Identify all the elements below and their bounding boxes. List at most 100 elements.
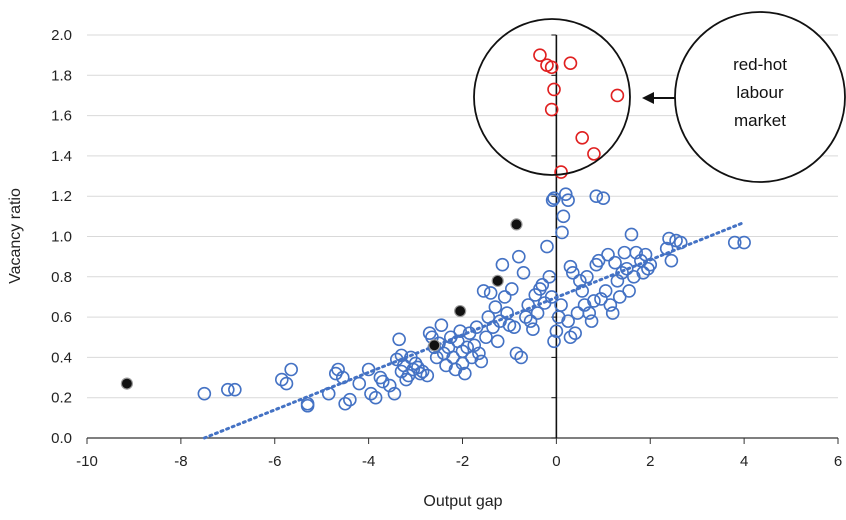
x-tick-label: -10 [76,453,98,470]
data-point [544,290,559,304]
data-point [415,364,430,379]
data-point [601,247,615,262]
data-point [547,334,561,349]
data-point [512,249,526,264]
data-point [612,290,627,304]
data-point [387,386,402,401]
data-point [643,257,658,272]
data-point-filled [454,304,467,318]
data-point [737,235,751,250]
data-point [617,245,632,260]
data-point [279,376,294,391]
data-point [343,392,357,407]
data-point [547,191,561,206]
data-point [455,344,470,359]
data-point [549,324,564,339]
arrow-head [642,92,654,104]
data-point [197,386,212,401]
data-point [375,374,390,389]
data-point [368,390,383,405]
data-point [474,354,489,369]
data-point [336,370,350,385]
data-point-red [544,60,559,75]
data-point [352,376,367,391]
data-point [443,330,458,345]
data-point [221,382,235,397]
data-point [589,189,604,203]
data-point-filled [428,339,441,352]
data-point [636,265,651,280]
data-point [321,386,336,401]
x-tick-label: -8 [174,453,187,470]
y-tick-label: 1.4 [51,148,72,165]
data-point [504,282,519,296]
data-point [582,306,597,320]
data-point [605,306,620,320]
data-point [568,326,582,341]
data-point [394,348,409,363]
data-point [392,332,406,347]
x-tick-label: 2 [646,453,654,470]
data-point [476,284,491,298]
x-tick-label: -4 [362,453,375,470]
data-point [584,314,599,328]
data-point-red [547,82,561,97]
data-point-red [544,102,559,117]
data-point [673,235,688,250]
data-point [413,366,428,381]
x-tick-label: -2 [456,453,469,470]
data-point [561,314,575,328]
data-point [490,334,505,349]
data-point-red [533,48,547,62]
data-point [603,298,618,312]
data-point [514,350,528,365]
data-point [429,350,444,365]
data-point [615,265,629,280]
x-tick-label: -6 [268,453,281,470]
y-tick-label: 1.2 [51,188,72,205]
data-point [453,324,467,339]
data-point [284,362,298,377]
data-point [483,286,498,300]
annotation-text-line: market [734,111,786,130]
data-point [573,274,587,288]
y-tick-label: 0.4 [51,349,72,366]
data-point-red [554,165,568,179]
y-tick-label: 0.0 [51,430,72,447]
data-point [594,292,608,306]
highlight-circle [473,18,631,176]
data-point [382,378,397,393]
data-point [542,269,557,284]
data-point [331,362,345,377]
data-point [540,239,554,254]
data-point-red [575,130,589,145]
data-point [610,274,625,288]
data-point [495,257,510,272]
x-tick-label: 6 [834,453,842,470]
data-point [469,320,484,334]
data-point [598,284,613,298]
data-point [659,241,674,256]
data-point [662,231,676,246]
data-point [566,265,580,280]
y-tick-label: 0.2 [51,390,72,407]
data-point [554,298,568,312]
data-point [228,382,242,397]
data-point [488,300,503,314]
data-point [420,368,435,383]
annotation-text-line: labour [736,83,784,102]
data-point [434,318,449,332]
data-point [509,346,524,361]
data-point [526,322,540,336]
x-tick-label: 0 [552,453,560,470]
data-point [364,386,378,401]
data-point [587,294,601,308]
y-tick-label: 0.6 [51,309,72,326]
data-point [629,245,643,260]
y-axis-title: Vacancy ratio [7,188,24,284]
data-point [555,225,569,240]
data-point [467,338,482,353]
data-point [624,227,639,242]
data-point [558,187,573,201]
